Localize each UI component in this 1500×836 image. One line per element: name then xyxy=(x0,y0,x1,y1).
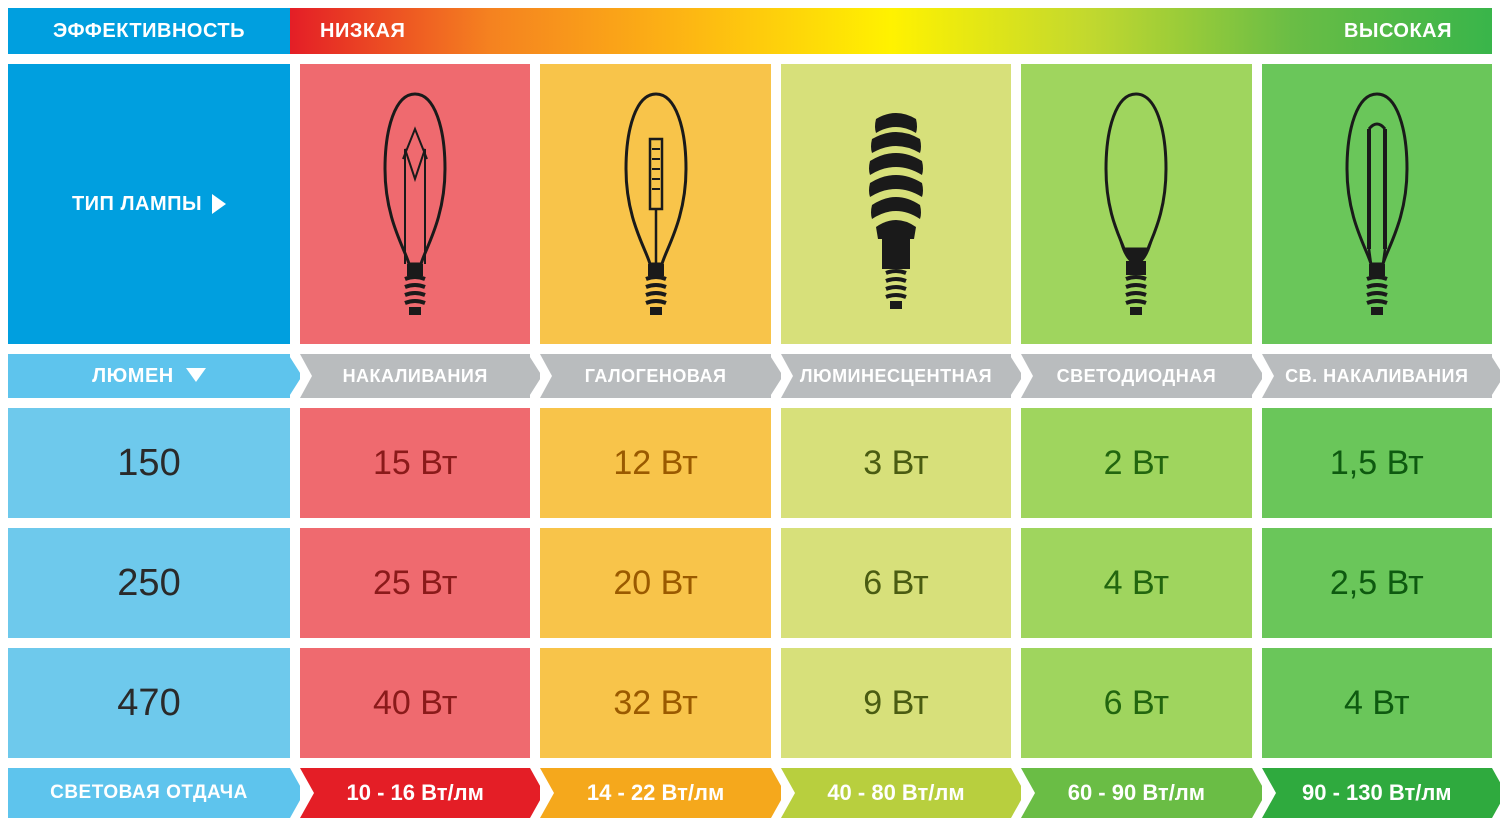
lamp-illustration-led xyxy=(1021,64,1251,344)
watt-cell-fluorescent-row1: 6 Вт xyxy=(781,528,1011,638)
watt-cell-incandescent-row1: 25 Вт xyxy=(300,528,530,638)
efficacy-led_filament: 90 - 130 Вт/лм xyxy=(1262,768,1492,818)
lumen-header: ЛЮМЕН xyxy=(8,354,290,398)
watt-cell-led-row2: 6 Вт xyxy=(1021,648,1251,758)
efficiency-gradient: НИЗКАЯ ВЫСОКАЯ xyxy=(290,8,1492,54)
lamp-name-fluorescent: ЛЮМИНЕСЦЕНТНАЯ xyxy=(781,354,1011,398)
efficiency-low-label: НИЗКАЯ xyxy=(320,20,405,43)
efficiency-label: ЭФФЕКТИВНОСТЬ xyxy=(8,8,290,54)
lamp-illustration-led_filament xyxy=(1262,64,1492,344)
triangle-down-icon xyxy=(186,368,206,382)
lamp-illustration-incandescent xyxy=(300,64,530,344)
watt-cell-led-row0: 2 Вт xyxy=(1021,408,1251,518)
watt-cell-incandescent-row2: 40 Вт xyxy=(300,648,530,758)
triangle-right-icon xyxy=(212,194,226,214)
lamp-name-halogen: ГАЛОГЕНОВАЯ xyxy=(540,354,770,398)
watt-cell-incandescent-row0: 15 Вт xyxy=(300,408,530,518)
lumen-value-row2: 470 xyxy=(8,648,290,758)
efficacy-led: 60 - 90 Вт/лм xyxy=(1021,768,1251,818)
watt-cell-led-row1: 4 Вт xyxy=(1021,528,1251,638)
watt-cell-led_filament-row2: 4 Вт xyxy=(1262,648,1492,758)
efficiency-bar: ЭФФЕКТИВНОСТЬ НИЗКАЯ ВЫСОКАЯ xyxy=(8,8,1492,54)
watt-cell-led_filament-row0: 1,5 Вт xyxy=(1262,408,1492,518)
lamp-comparison-infographic: ЭФФЕКТИВНОСТЬ НИЗКАЯ ВЫСОКАЯ ТИП ЛАМПЫ Л… xyxy=(0,0,1500,836)
efficacy-fluorescent: 40 - 80 Вт/лм xyxy=(781,768,1011,818)
luminous-efficacy-label: СВЕТОВАЯ ОТДАЧА xyxy=(8,768,290,818)
lamp-name-led: СВЕТОДИОДНАЯ xyxy=(1021,354,1251,398)
lamp-name-incandescent: НАКАЛИВАНИЯ xyxy=(300,354,530,398)
watt-cell-fluorescent-row2: 9 Вт xyxy=(781,648,1011,758)
lamp-illustration-fluorescent xyxy=(781,64,1011,344)
lamp-illustration-halogen xyxy=(540,64,770,344)
efficiency-high-label: ВЫСОКАЯ xyxy=(1344,20,1452,43)
watt-cell-led_filament-row1: 2,5 Вт xyxy=(1262,528,1492,638)
watt-cell-halogen-row0: 12 Вт xyxy=(540,408,770,518)
watt-cell-halogen-row1: 20 Вт xyxy=(540,528,770,638)
watt-cell-halogen-row2: 32 Вт xyxy=(540,648,770,758)
lamp-type-label: ТИП ЛАМПЫ xyxy=(8,64,290,344)
efficacy-halogen: 14 - 22 Вт/лм xyxy=(540,768,770,818)
lamp-name-led_filament: СВ. НАКАЛИВАНИЯ xyxy=(1262,354,1492,398)
lumen-value-row1: 250 xyxy=(8,528,290,638)
lumen-value-row0: 150 xyxy=(8,408,290,518)
efficacy-incandescent: 10 - 16 Вт/лм xyxy=(300,768,530,818)
watt-cell-fluorescent-row0: 3 Вт xyxy=(781,408,1011,518)
